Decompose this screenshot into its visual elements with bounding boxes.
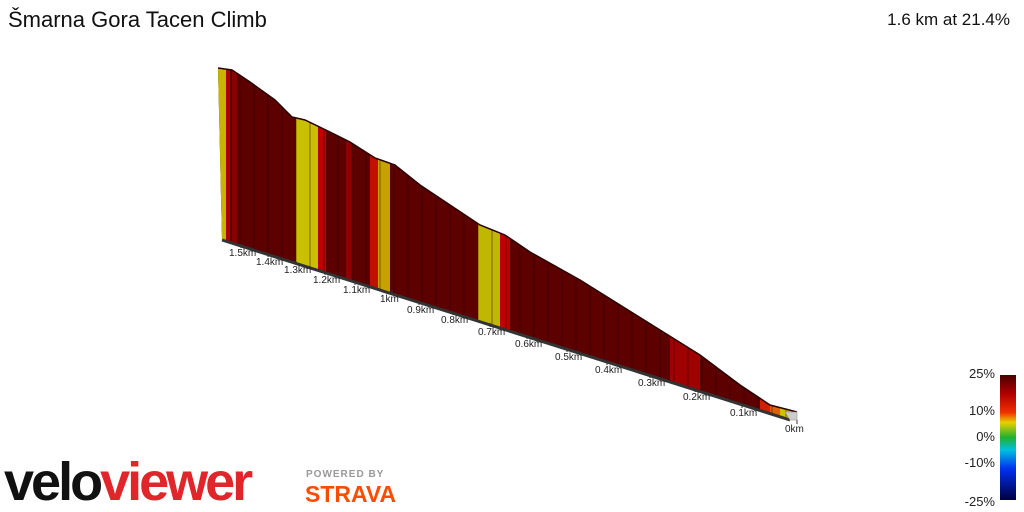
distance-label: 1.4km <box>256 257 283 268</box>
distance-label: 0.8km <box>441 315 468 326</box>
distance-label: 0.4km <box>595 365 622 376</box>
gradient-band <box>670 68 700 420</box>
legend-label: -25% <box>965 494 996 509</box>
gradient-band <box>760 68 770 420</box>
distance-label: 0km <box>785 424 804 435</box>
distance-label: 1.1km <box>343 285 370 296</box>
distance-label: 0.7km <box>478 327 505 338</box>
gradient-band <box>770 68 780 420</box>
elevation-profile <box>218 68 797 420</box>
gradient-band <box>780 68 797 420</box>
gradient-band <box>296 68 318 420</box>
logo-viewer: viewer <box>100 452 253 512</box>
distance-label: 0.6km <box>515 339 542 350</box>
legend-label: 0% <box>976 429 995 444</box>
distance-label: 0.3km <box>638 378 665 389</box>
distance-label: 1km <box>380 294 399 305</box>
gradient-band <box>478 68 500 420</box>
distance-label: 1.2km <box>313 275 340 286</box>
legend-label: 10% <box>969 403 995 418</box>
gradient-band <box>370 68 378 420</box>
legend-label: -10% <box>965 455 996 470</box>
profile-edge <box>217 67 798 413</box>
gradient-band <box>226 68 230 420</box>
distance-label: 1.3km <box>284 265 311 276</box>
strava-logo: STRAVA <box>305 481 396 507</box>
powered-by: POWERED BY <box>306 469 384 480</box>
distance-label: 0.5km <box>555 352 582 363</box>
gradient-scale <box>1000 375 1016 500</box>
summary: 1.6 km at 21.4% <box>887 10 1010 29</box>
gradient-band <box>346 68 352 420</box>
gradient-band <box>218 68 226 420</box>
distance-label: 0.9km <box>407 305 434 316</box>
logo-velo: velo <box>4 452 101 512</box>
distance-label: 0.1km <box>730 408 757 419</box>
distance-label: 0.2km <box>683 392 710 403</box>
gradient-band <box>318 68 326 420</box>
gradient-band <box>500 68 510 420</box>
logo: veloviewer <box>4 452 253 512</box>
distance-label: 1.5km <box>229 248 256 259</box>
title: Šmarna Gora Tacen Climb <box>8 7 267 32</box>
legend-label: 25% <box>969 366 995 381</box>
